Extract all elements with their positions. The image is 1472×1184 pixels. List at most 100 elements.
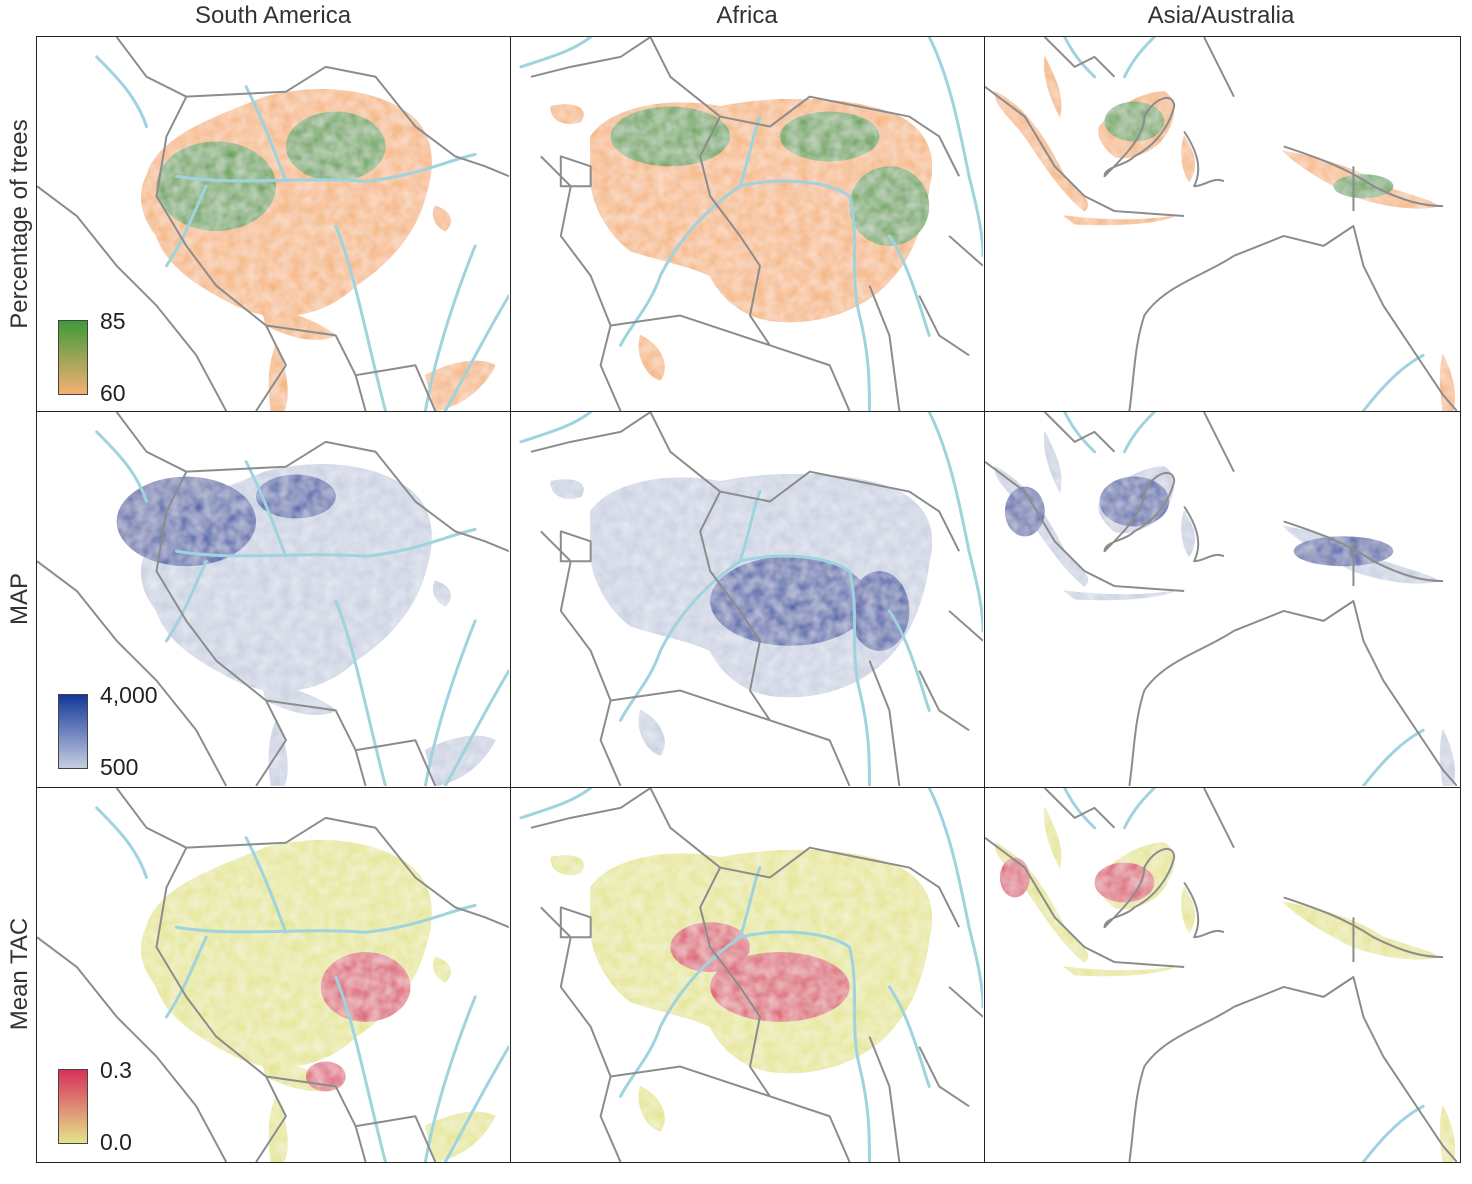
data-region [638,334,665,381]
country-border [265,324,367,411]
data-high-region [610,106,731,167]
country-border [699,867,771,1097]
data-high-region [320,952,411,1022]
country-border [948,610,983,642]
country-border [1128,630,1235,786]
data-region [1439,728,1456,786]
data-region [550,479,584,499]
river-line [619,274,662,347]
data-high-region [1099,476,1170,527]
data-region [994,90,1089,212]
row-title-mean-tac: Mean TAC [6,917,33,1031]
river-line [174,903,477,934]
map-svg [985,37,1457,411]
map-svg [37,37,509,411]
river-line [423,619,477,786]
country-border [559,530,592,563]
legend-max-label: 4,000 [100,682,158,708]
legend-colorbar [58,320,88,395]
river-line [619,649,662,722]
legend-max-label: 0.3 [100,1057,132,1083]
country-border [1044,788,1116,829]
data-region [550,104,584,124]
data-high-region [156,141,276,231]
country-border [530,412,651,453]
data-region [1062,590,1175,601]
data-region [1043,430,1062,494]
data-region [1062,215,1175,226]
country-border [918,1046,970,1108]
data-region [140,840,432,1068]
country-border [1183,130,1225,188]
country-border [948,986,983,1018]
country-border [186,816,509,929]
legend-colorbar [58,1069,88,1144]
country-border [868,660,901,786]
map-svg [985,412,1457,786]
data-high-region [305,1061,346,1092]
river-line [658,930,871,1162]
country-border [355,739,437,786]
country-border [769,719,851,786]
data-region [1439,1104,1456,1162]
data-high-region [710,952,850,1022]
river-line [658,179,871,411]
data-region [994,465,1089,587]
country-border [1183,881,1225,939]
country-border [918,670,970,732]
country-border [186,65,509,178]
data-region [432,205,451,232]
map-svg [519,412,983,786]
country-border [699,491,771,721]
river-line [174,527,477,558]
river-line [95,806,149,880]
country-border [186,440,509,553]
river-line [95,55,149,129]
country-border [948,235,983,267]
country-border [610,1065,771,1098]
country-border [1233,975,1457,1162]
river-line [887,234,931,337]
river-line [244,85,288,183]
country-border [265,1075,367,1162]
river-line [244,836,288,934]
map-svg [37,412,509,786]
river-line [443,1045,509,1162]
river-line [95,430,149,504]
country-border [115,37,287,411]
river-line [658,554,871,786]
river-line [334,599,388,786]
country-border [559,906,592,939]
data-high-region [116,476,257,567]
river-line [1361,728,1425,786]
country-border [985,85,1185,218]
river-line [519,37,593,69]
country-border [530,788,651,829]
country-border [1283,520,1444,583]
legend-colorbar [58,694,88,769]
map-panel-asia-australia-percentage-of-trees [985,37,1457,411]
data-region [1439,353,1456,411]
data-region [550,855,584,875]
data-region [432,956,451,983]
country-border [1203,788,1235,849]
data-region [1062,966,1175,977]
country-border [649,412,960,552]
row-title-percentage-of-trees: Percentage of trees [6,119,33,329]
column-title-asia-australia: Asia/Australia [1147,2,1295,29]
country-border [1128,255,1235,411]
legend-max-label: 85 [100,308,126,334]
country-border [649,37,960,177]
country-border [37,560,228,786]
map-panel-africa-mean-tac [511,788,983,1162]
country-border [559,155,592,188]
country-border [355,1115,437,1162]
data-region [1043,55,1062,119]
river-line [164,935,208,1019]
data-region [432,580,451,607]
map-panel-south-america-mean-tac [37,788,509,1162]
data-region [1181,510,1196,558]
river-line [164,184,208,268]
river-line [334,224,388,411]
river-line [1122,37,1156,79]
